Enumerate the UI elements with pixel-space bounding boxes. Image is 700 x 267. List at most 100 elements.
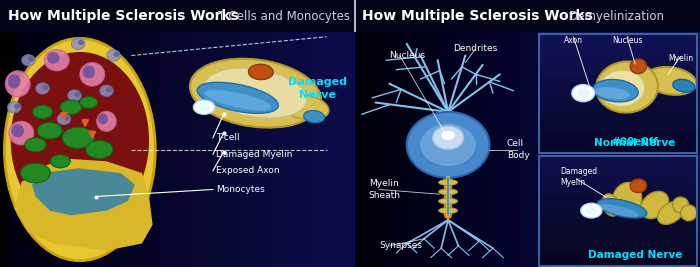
- Bar: [538, 179, 700, 181]
- Bar: [538, 159, 700, 161]
- Bar: [538, 100, 700, 103]
- Text: #00e0ff: #00e0ff: [612, 137, 659, 147]
- Bar: [538, 202, 700, 204]
- Ellipse shape: [14, 104, 20, 109]
- Bar: [538, 61, 700, 64]
- Ellipse shape: [64, 115, 70, 120]
- Bar: [538, 262, 700, 265]
- Bar: [538, 183, 700, 186]
- Bar: [538, 137, 700, 140]
- Ellipse shape: [595, 87, 630, 99]
- Bar: [538, 220, 700, 222]
- Circle shape: [585, 206, 598, 215]
- Bar: [538, 249, 700, 251]
- Ellipse shape: [10, 52, 149, 228]
- Text: T-Cells and Monocytes: T-Cells and Monocytes: [218, 10, 351, 22]
- Bar: [538, 217, 700, 220]
- Bar: [538, 172, 700, 175]
- Text: Damaged
Nerve: Damaged Nerve: [288, 77, 347, 100]
- Ellipse shape: [673, 197, 689, 213]
- Bar: [538, 83, 700, 86]
- Bar: [538, 177, 700, 179]
- Bar: [538, 195, 700, 197]
- Circle shape: [441, 131, 455, 140]
- Circle shape: [60, 100, 82, 114]
- Bar: [538, 78, 700, 81]
- Bar: [538, 208, 700, 211]
- Bar: [538, 54, 700, 57]
- Polygon shape: [14, 159, 153, 250]
- Ellipse shape: [97, 111, 116, 131]
- Ellipse shape: [78, 40, 84, 45]
- Bar: [538, 39, 700, 42]
- Bar: [538, 140, 700, 142]
- Bar: [538, 206, 700, 208]
- Ellipse shape: [204, 90, 272, 111]
- Bar: [538, 135, 700, 137]
- Bar: [538, 34, 700, 37]
- Bar: [538, 161, 700, 163]
- Ellipse shape: [99, 85, 113, 96]
- Bar: [538, 113, 700, 115]
- Bar: [538, 186, 700, 188]
- Bar: [538, 204, 700, 206]
- Circle shape: [25, 138, 46, 152]
- Ellipse shape: [36, 83, 49, 94]
- Bar: [538, 120, 700, 123]
- Text: Exposed Axon: Exposed Axon: [216, 166, 280, 175]
- Bar: [538, 117, 700, 120]
- Bar: [538, 188, 700, 190]
- Ellipse shape: [645, 67, 696, 95]
- Ellipse shape: [113, 52, 120, 57]
- Circle shape: [50, 155, 70, 168]
- Ellipse shape: [80, 62, 105, 86]
- Ellipse shape: [612, 182, 642, 216]
- Ellipse shape: [439, 198, 458, 204]
- Bar: [538, 47, 700, 49]
- Polygon shape: [32, 168, 135, 215]
- Bar: [538, 247, 700, 249]
- Text: Myelin
Sheath: Myelin Sheath: [369, 179, 400, 199]
- Bar: [538, 166, 700, 168]
- Bar: [538, 103, 700, 105]
- Text: Synapses: Synapses: [379, 241, 422, 250]
- Bar: [538, 224, 700, 226]
- Ellipse shape: [630, 179, 647, 193]
- Ellipse shape: [8, 74, 20, 88]
- Bar: [538, 88, 700, 91]
- Ellipse shape: [83, 65, 95, 78]
- Circle shape: [577, 88, 589, 98]
- Bar: [538, 156, 700, 159]
- Ellipse shape: [433, 126, 463, 150]
- Bar: [538, 163, 700, 166]
- Bar: [538, 76, 700, 78]
- Ellipse shape: [248, 64, 273, 80]
- Bar: [538, 42, 700, 44]
- Bar: [538, 235, 700, 238]
- Ellipse shape: [44, 50, 69, 71]
- Bar: [538, 265, 700, 267]
- Text: Damaged
Myelin: Damaged Myelin: [561, 167, 598, 187]
- Circle shape: [37, 123, 62, 139]
- Text: Nucleus: Nucleus: [389, 51, 426, 60]
- Circle shape: [572, 85, 594, 102]
- Text: T-cell: T-cell: [216, 133, 240, 142]
- Ellipse shape: [598, 199, 647, 218]
- Bar: [538, 213, 700, 215]
- Bar: [538, 74, 700, 76]
- Ellipse shape: [42, 85, 48, 90]
- Ellipse shape: [9, 121, 34, 145]
- Bar: [538, 110, 700, 113]
- Text: Damaged Myelin: Damaged Myelin: [216, 150, 293, 159]
- Circle shape: [62, 127, 94, 148]
- Ellipse shape: [304, 111, 325, 123]
- Bar: [538, 81, 700, 83]
- Ellipse shape: [6, 71, 30, 97]
- Ellipse shape: [11, 124, 24, 137]
- Bar: [538, 108, 700, 110]
- Ellipse shape: [630, 59, 647, 74]
- Bar: [538, 105, 700, 108]
- Bar: [538, 32, 700, 34]
- Circle shape: [193, 100, 215, 114]
- Bar: [538, 127, 700, 130]
